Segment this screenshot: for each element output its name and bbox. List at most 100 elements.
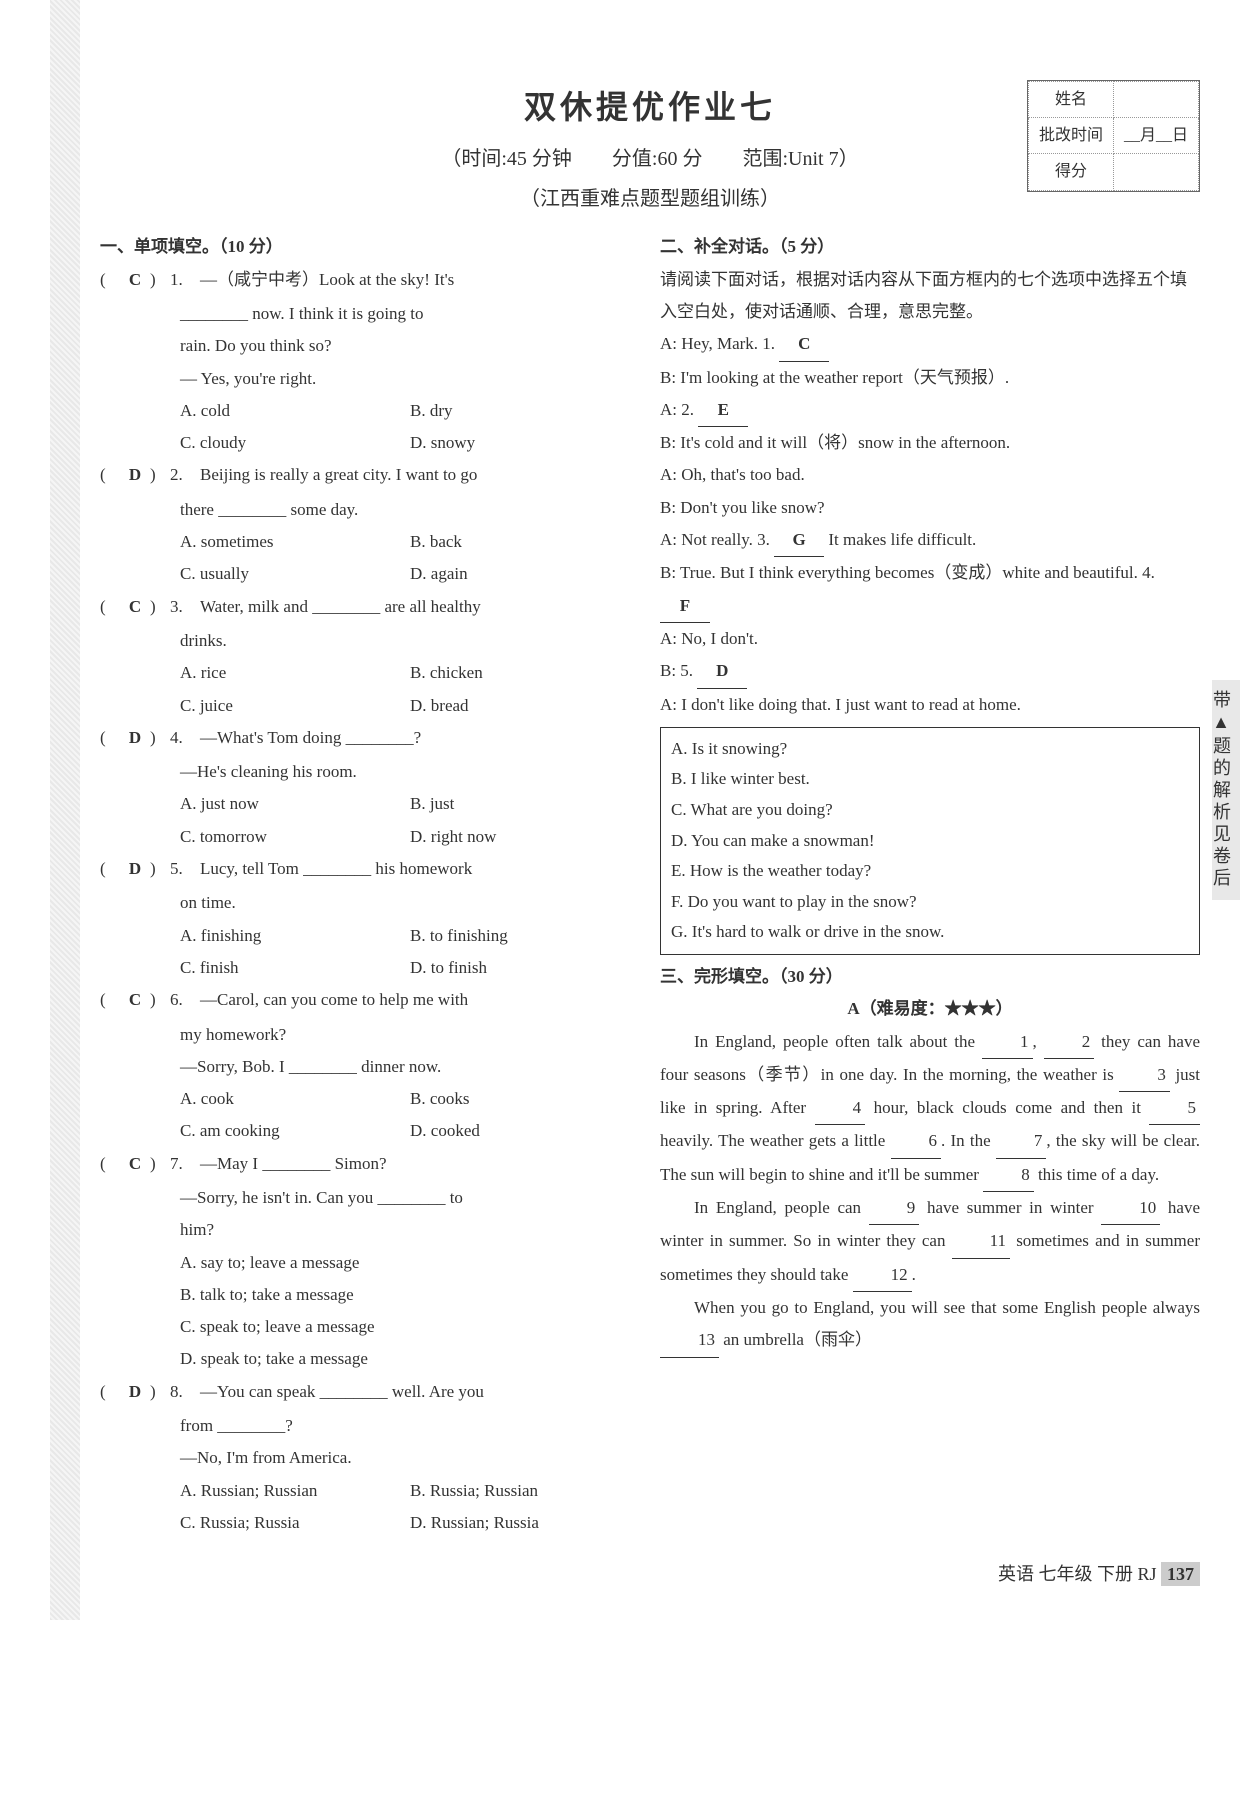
left-column: 一、单项填空。（10 分） (C)1.—（咸宁中考）Look at the sk… [100, 231, 640, 1539]
dialog-line: B: True. But I think everything becomes（… [660, 557, 1200, 623]
option: B. talk to; take a message [100, 1279, 640, 1311]
box-option: A. Is it snowing? [671, 734, 1189, 765]
question-line: —Sorry, Bob. I ________ dinner now. [100, 1051, 640, 1083]
paren-open: ( [100, 1376, 120, 1408]
paren-open: ( [100, 722, 120, 754]
cloze-blank: 6 [891, 1125, 942, 1158]
question-line: rain. Do you think so? [100, 330, 640, 362]
content: 一、单项填空。（10 分） (C)1.—（咸宁中考）Look at the sk… [100, 231, 1200, 1539]
option: B. back [410, 526, 640, 558]
question-item: (D)5.Lucy, tell Tom ________ his homewor… [100, 853, 640, 885]
paren-close: ) [150, 1376, 170, 1408]
paren-close: ) [150, 984, 170, 1016]
question-line: ________ now. I think it is going to [100, 298, 640, 330]
paren-open: ( [100, 591, 120, 623]
option: B. just [410, 788, 640, 820]
option-row: A. riceB. chicken [100, 657, 640, 689]
option-row: C. finishD. to finish [100, 952, 640, 984]
option: D. cooked [410, 1115, 640, 1147]
info-name-label: 姓名 [1028, 82, 1113, 118]
option: C. cloudy [180, 427, 410, 459]
question-line: drinks. [100, 625, 640, 657]
option: A. Russian; Russian [180, 1475, 410, 1507]
option: D. speak to; take a message [100, 1343, 640, 1375]
answer-letter: D [120, 1376, 150, 1408]
option: B. chicken [410, 657, 640, 689]
option-row: A. coldB. dry [100, 395, 640, 427]
cloze-blank: 5 [1149, 1092, 1200, 1125]
question-item: (D)4.—What's Tom doing ________? [100, 722, 640, 754]
section3-title: 三、完形填空。（30 分） [660, 961, 1200, 993]
box-option: B. I like winter best. [671, 764, 1189, 795]
box-option: D. You can make a snowman! [671, 826, 1189, 857]
paren-open: ( [100, 459, 120, 491]
option: A. sometimes [180, 526, 410, 558]
question-text: Water, milk and ________ are all healthy [200, 591, 640, 623]
answer-letter: D [120, 722, 150, 754]
option: D. again [410, 558, 640, 590]
option-row: C. usuallyD. again [100, 558, 640, 590]
paren-open: ( [100, 1148, 120, 1180]
info-review-val: __月__日 [1113, 118, 1198, 154]
cloze-blank: 4 [815, 1092, 866, 1125]
question-item: (C)6.—Carol, can you come to help me wit… [100, 984, 640, 1016]
right-column: 二、补全对话。（5 分） 请阅读下面对话，根据对话内容从下面方框内的七个选项中选… [660, 231, 1200, 1539]
cloze-blank: 9 [869, 1192, 920, 1225]
option: D. bread [410, 690, 640, 722]
dialog-line: B: 5. D [660, 655, 1200, 688]
question-item: (D)8.—You can speak ________ well. Are y… [100, 1376, 640, 1408]
option: C. Russia; Russia [180, 1507, 410, 1539]
option: D. right now [410, 821, 640, 853]
option: B. Russia; Russian [410, 1475, 640, 1507]
option-box: A. Is it snowing?B. I like winter best.C… [660, 727, 1200, 955]
question-line: from ________? [100, 1410, 640, 1442]
answer-letter: D [120, 459, 150, 491]
question-line: there ________ some day. [100, 494, 640, 526]
paren-open: ( [100, 264, 120, 296]
dialog-answer: C [779, 328, 829, 361]
paren-close: ) [150, 1148, 170, 1180]
paren-open: ( [100, 853, 120, 885]
option: A. just now [180, 788, 410, 820]
info-box: 姓名 批改时间__月__日 得分 [1027, 80, 1200, 192]
option: D. to finish [410, 952, 640, 984]
answer-letter: D [120, 853, 150, 885]
question-number: 2. [170, 459, 200, 491]
option: C. finish [180, 952, 410, 984]
question-item: (D)2.Beijing is really a great city. I w… [100, 459, 640, 491]
question-line: —No, I'm from America. [100, 1442, 640, 1474]
option: A. say to; leave a message [100, 1247, 640, 1279]
dialog-answer: G [774, 524, 824, 557]
footer-subject: 英语 七年级 下册 RJ [998, 1564, 1157, 1584]
left-margin-decoration [50, 0, 80, 1620]
option-row: A. sometimesB. back [100, 526, 640, 558]
question-line: on time. [100, 887, 640, 919]
side-tab: 带▲题的解析见卷后 [1212, 680, 1240, 900]
question-line: —Sorry, he isn't in. Can you ________ to [100, 1182, 640, 1214]
dialog-line: A: Hey, Mark. 1. C [660, 328, 1200, 361]
option: C. am cooking [180, 1115, 410, 1147]
option-row: C. Russia; RussiaD. Russian; Russia [100, 1507, 640, 1539]
question-text: Lucy, tell Tom ________ his homework [200, 853, 640, 885]
info-name-val [1113, 82, 1198, 118]
option: A. finishing [180, 920, 410, 952]
option: B. dry [410, 395, 640, 427]
cloze-blank: 12 [853, 1259, 912, 1292]
cloze-blank: 1 [982, 1026, 1033, 1059]
question-line: him? [100, 1214, 640, 1246]
option: D. Russian; Russia [410, 1507, 640, 1539]
cloze-blank: 7 [996, 1125, 1047, 1158]
question-number: 5. [170, 853, 200, 885]
cloze-blank: 11 [952, 1225, 1010, 1258]
question-item: (C)7.—May I ________ Simon? [100, 1148, 640, 1180]
cloze-blank: 8 [983, 1159, 1034, 1192]
dialog-line: A: No, I don't. [660, 623, 1200, 655]
question-number: 1. [170, 264, 200, 296]
option-row: A. just nowB. just [100, 788, 640, 820]
cloze-paragraph: In England, people can 9 have summer in … [660, 1192, 1200, 1292]
box-option: F. Do you want to play in the snow? [671, 887, 1189, 918]
cloze-blank: 10 [1101, 1192, 1160, 1225]
dialog-answer: D [697, 655, 747, 688]
question-number: 3. [170, 591, 200, 623]
dialog-line: A: I don't like doing that. I just want … [660, 689, 1200, 721]
